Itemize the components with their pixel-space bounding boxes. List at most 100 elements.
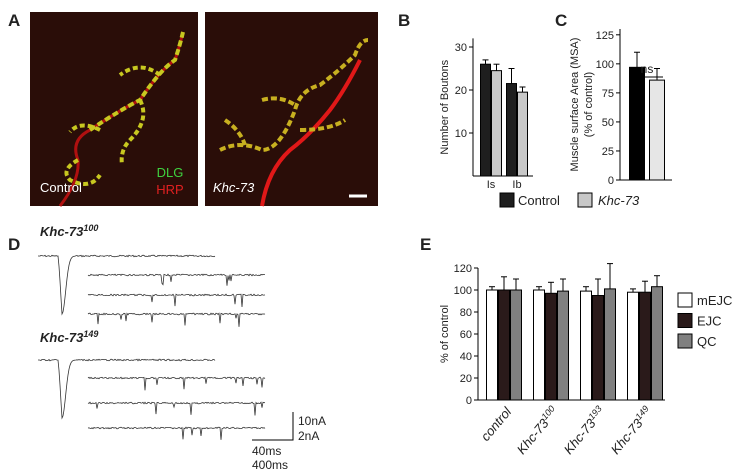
error-bar [630,288,636,293]
y-axis-label: (% of control) [583,72,595,137]
error-bar [519,86,526,93]
y-axis-label: Muscle surface Area (MSA) [569,38,581,172]
bar [491,70,502,177]
error-bar [654,67,660,81]
genotype-name: Khc-73 [40,330,84,345]
panel-label: C [555,11,567,30]
y-tick-label: 80 [460,307,472,319]
error-bar [634,51,640,68]
bar [649,79,665,181]
y-axis-label: % of control [439,305,451,363]
trace [87,401,266,416]
x-tick-label: control [478,403,515,443]
legend-label: mEJC [697,293,732,308]
trace [87,312,266,327]
scale-label: 10nA [298,414,326,428]
error-bar [654,275,660,287]
genotype-label: Khc-73149 [40,329,98,345]
bar [480,63,491,177]
legend-swatch [577,192,593,208]
error-bar [642,280,648,293]
error-bar [595,278,601,296]
bar [557,290,569,401]
x-tick-label: Khc-73149 [607,404,655,457]
panel-label: A [8,11,20,30]
genotype-superscript: 149 [83,329,98,339]
bar [486,289,498,401]
bar [533,289,545,401]
error-bar [489,286,495,290]
trace [38,254,216,316]
y-tick-label: 50 [602,117,614,129]
legend-label: Khc-73 [598,193,640,208]
x-tick-label: Khc-73100 [513,404,561,457]
error-bar [607,263,613,289]
legend-swatch [677,292,693,308]
error-bar [583,286,589,292]
image-label: HRP [156,182,183,197]
x-tick-label: Ib [512,179,521,191]
bar [627,291,639,401]
bar [517,91,528,177]
bar [498,289,510,401]
micrograph-mutant: Khc-73 [205,12,378,207]
y-tick-label: 125 [596,30,614,42]
y-tick-label: 20 [455,85,467,97]
x-tick-label: Is [487,179,496,191]
trace [87,426,266,440]
panel-label: B [398,11,410,30]
micrograph-control: Control DLG HRP [30,12,198,207]
y-tick-label: 20 [460,373,472,385]
scale-bar [252,412,294,441]
y-axis-label: Number of Boutons [439,59,451,154]
scale-label: 40ms [252,444,281,458]
bar [510,289,522,401]
y-tick-label: 75 [602,88,614,100]
legend-label: EJC [697,314,722,329]
x-tick-label: Khc-73193 [560,404,608,457]
y-tick-label: 40 [460,351,472,363]
y-tick-label: 60 [460,329,472,341]
error-bar [560,278,566,292]
y-tick-label: 100 [596,59,614,71]
legend-swatch [499,192,515,208]
error-bar [536,286,542,290]
panel-label: E [420,235,431,254]
error-bar [493,63,500,71]
trace [87,293,266,308]
y-tick-label: 0 [466,395,472,407]
trace [38,358,216,420]
image-label: Control [40,180,82,195]
bar [580,290,592,401]
legend-swatch [677,313,693,328]
bar [604,288,616,401]
error-bar [482,59,489,65]
y-tick-label: 100 [454,285,472,297]
error-bar [501,276,507,290]
scale-label: 2nA [298,429,319,443]
error-bar [548,281,554,294]
y-tick-label: 25 [602,146,614,158]
trace [87,273,266,286]
bar [651,286,663,401]
y-tick-label: 120 [454,263,472,275]
bar [639,291,651,401]
error-bar [513,278,519,290]
trace [87,376,266,391]
bar [592,295,604,401]
legend-swatch [677,333,693,349]
genotype-label: Khc-73100 [40,223,98,239]
genotype-superscript: 100 [83,223,98,233]
legend-label: QC [697,334,717,349]
scale-label: 400ms [252,458,288,472]
image-label: Khc-73 [213,180,255,195]
error-bar [508,68,515,84]
bar [629,66,645,181]
genotype-name: Khc-73 [40,224,84,239]
y-tick-label: 10 [455,128,467,140]
bar [506,83,517,177]
y-tick-label: 30 [455,42,467,54]
category-name: control [478,403,515,443]
bar [545,292,557,401]
